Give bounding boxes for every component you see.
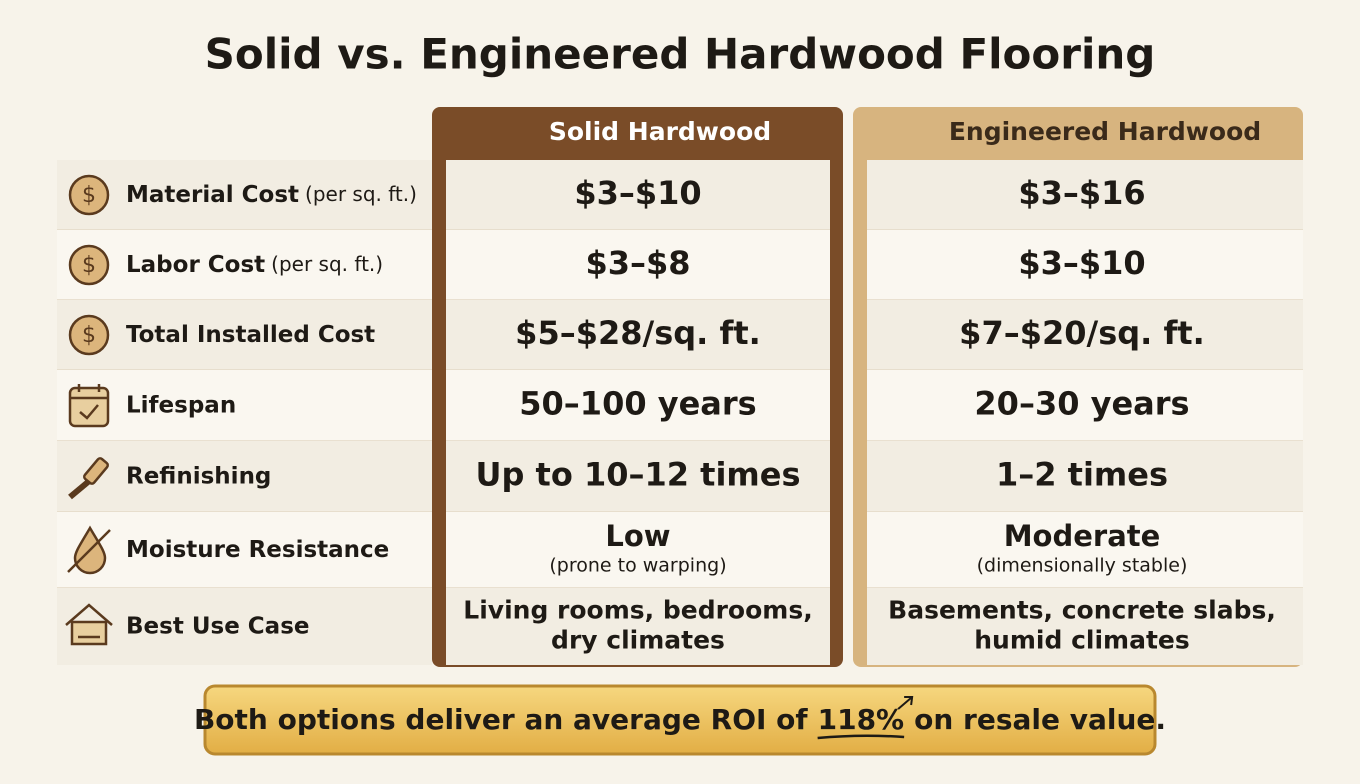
row-stripe xyxy=(57,160,432,230)
row-stripe xyxy=(867,441,1303,512)
row-label: Moisture Resistance xyxy=(126,537,389,563)
row-label: Material Cost (per sq. ft.) xyxy=(126,182,417,208)
cell-text: 50–100 years xyxy=(519,385,756,423)
dollar-icon: $ xyxy=(68,174,110,216)
footer-banner xyxy=(203,684,1157,756)
highlight-underline xyxy=(817,734,905,740)
footer-highlight: 118% xyxy=(818,703,905,736)
row-stripe xyxy=(57,230,432,300)
row-stripe xyxy=(57,370,432,441)
dollar-icon: $ xyxy=(68,314,110,356)
row-stripe xyxy=(446,300,830,370)
row-stripe xyxy=(867,512,1303,588)
dollar-icon: $ xyxy=(68,244,110,286)
footer-before: Both options deliver an average ROI of xyxy=(194,703,808,736)
cell-text: $5–$28/sq. ft. xyxy=(515,314,761,352)
row-label: Lifespan xyxy=(126,392,236,418)
cell-text: Moderate xyxy=(1004,519,1161,553)
row-label: Labor Cost (per sq. ft.) xyxy=(126,252,383,278)
row-stripe xyxy=(446,370,830,441)
footer-after: on resale value. xyxy=(914,703,1166,736)
row-stripe xyxy=(446,230,830,300)
house-icon xyxy=(65,603,113,646)
row-label-text: Best Use Case xyxy=(126,613,309,639)
row-stripe xyxy=(867,160,1303,230)
droplet-icon xyxy=(67,525,111,575)
row-stripe xyxy=(446,512,830,588)
title: Solid vs. Engineered Hardwood Flooring xyxy=(205,30,1156,79)
calendar-icon xyxy=(68,384,110,428)
cell-text: Basements, concrete slabs, xyxy=(888,596,1276,625)
row-label-text: Total Installed Cost xyxy=(126,322,375,348)
cell-text: Up to 10–12 times xyxy=(475,456,800,494)
svg-text:$: $ xyxy=(82,323,96,348)
row-stripe xyxy=(57,300,432,370)
row-label: Best Use Case xyxy=(126,613,309,639)
cell-text: $7–$20/sq. ft. xyxy=(959,314,1205,352)
row-stripe xyxy=(57,512,432,588)
row-label-text: Moisture Resistance xyxy=(126,537,389,563)
row-icons: $ $ $ xyxy=(65,174,113,646)
cell-text: $3–$8 xyxy=(585,244,690,282)
cell-text: dry climates xyxy=(551,626,725,655)
row-stripe xyxy=(57,588,432,665)
row-stripe xyxy=(867,588,1303,665)
cell-note: (dimensionally stable) xyxy=(977,555,1188,577)
cell-text: $3–$10 xyxy=(1018,244,1145,282)
svg-text:$: $ xyxy=(82,183,96,208)
footer-text: Both options deliver an average ROI of 11… xyxy=(194,703,1166,736)
cell-text: $3–$16 xyxy=(1018,174,1145,212)
cell-text: 20–30 years xyxy=(974,385,1189,423)
svg-text:$: $ xyxy=(82,253,96,278)
row-label-qualifier: (per sq. ft.) xyxy=(271,252,383,276)
row-label-text: Material Cost xyxy=(126,182,299,208)
cell-text: 1–2 times xyxy=(996,456,1168,494)
row-stripe xyxy=(867,230,1303,300)
column-header: Engineered Hardwood xyxy=(949,117,1261,146)
highlight-arrow xyxy=(897,696,914,710)
row-stripe xyxy=(867,300,1303,370)
cell-note: (prone to warping) xyxy=(549,555,726,577)
cell-text: Living rooms, bedrooms, xyxy=(463,596,812,625)
footer: Both options deliver an average ROI of 11… xyxy=(194,684,1166,756)
cell-text: $3–$10 xyxy=(574,174,701,212)
row-label-text: Labor Cost xyxy=(126,252,265,278)
column-header: Solid Hardwood xyxy=(549,117,771,146)
row-label-qualifier: (per sq. ft.) xyxy=(305,182,417,206)
row-label-text: Lifespan xyxy=(126,392,236,418)
row-stripe xyxy=(446,160,830,230)
row-stripe xyxy=(867,370,1303,441)
row-label: Total Installed Cost xyxy=(126,322,375,348)
row-stripe xyxy=(446,441,830,512)
row-stripe xyxy=(446,588,830,665)
cell-text: humid climates xyxy=(974,626,1189,655)
row-stripe xyxy=(57,441,432,512)
row-label: Refinishing xyxy=(126,463,271,489)
table: Solid Hardwood Engineered Hardwood Materia… xyxy=(57,107,1303,667)
row-label-text: Refinishing xyxy=(126,463,271,489)
cell-text: Low xyxy=(605,519,670,553)
brush-icon xyxy=(68,457,109,500)
